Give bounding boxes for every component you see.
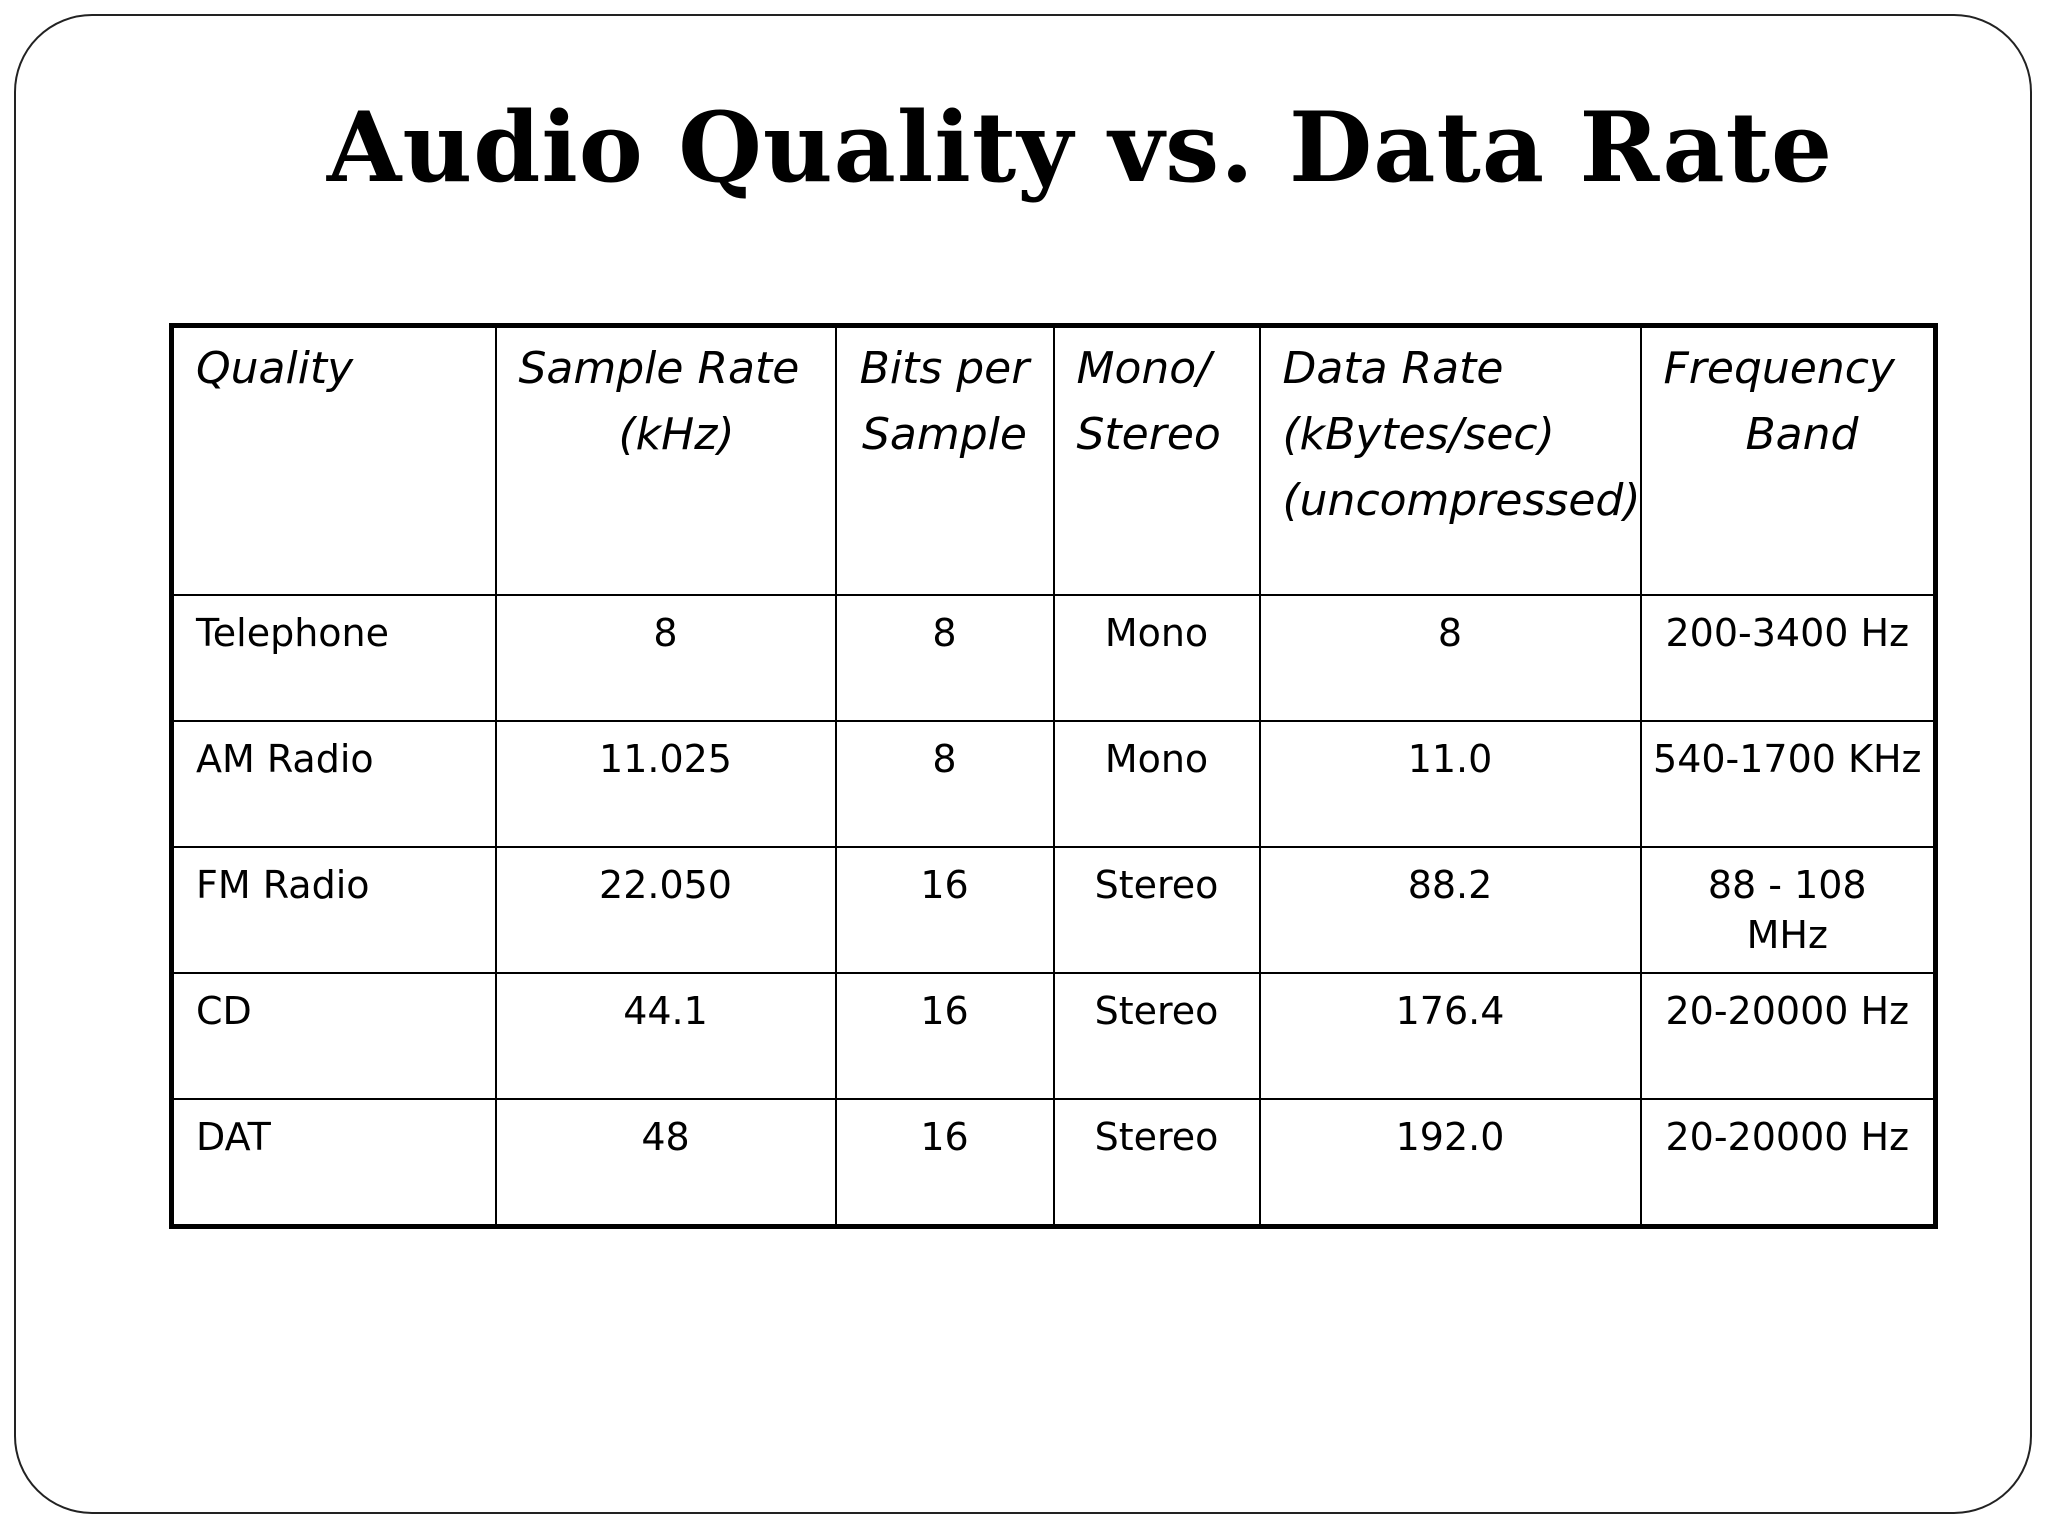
- header-line: Bits per: [859, 343, 1030, 394]
- cell-band: 200-3400 Hz: [1639, 594, 1937, 722]
- header-line: (uncompressed): [1282, 475, 1641, 526]
- cell-quality: Telephone: [170, 594, 497, 722]
- cell-sample-rate: 22.050: [494, 846, 837, 974]
- header-line: Stereo: [1076, 409, 1221, 460]
- slide-title: Audio Quality vs. Data Rate: [326, 91, 1834, 204]
- header-line: Sample Rate: [518, 343, 800, 394]
- table-header-row: Quality Sample Rate (kHz) Bits per Sampl…: [170, 324, 1937, 596]
- audio-quality-table: Quality Sample Rate (kHz) Bits per Sampl…: [169, 323, 1938, 1229]
- cell-band: 20-20000 Hz: [1639, 1098, 1937, 1228]
- table-row: CD 44.1 16 Stereo 176.4 20-20000 Hz: [170, 972, 1937, 1100]
- cell-channels: Mono: [1052, 720, 1261, 848]
- table-row: FM Radio 22.050 16 Stereo 88.2 88 - 108 …: [170, 846, 1937, 974]
- cell-sample-rate: 8: [494, 594, 837, 722]
- cell-band: 88 - 108 MHz: [1639, 846, 1937, 974]
- cell-channels: Mono: [1052, 594, 1261, 722]
- cell-bits: 8: [834, 594, 1055, 722]
- header-line: Quality: [196, 343, 354, 394]
- cell-quality: FM Radio: [170, 846, 497, 974]
- cell-data-rate: 192.0: [1258, 1098, 1642, 1228]
- cell-bits: 16: [834, 972, 1055, 1100]
- cell-sample-rate: 11.025: [494, 720, 837, 848]
- cell-quality: CD: [170, 972, 497, 1100]
- cell-data-rate: 88.2: [1258, 846, 1642, 974]
- cell-channels: Stereo: [1052, 1098, 1261, 1228]
- cell-data-rate: 176.4: [1258, 972, 1642, 1100]
- header-line: Sample: [862, 409, 1027, 460]
- header-line: (kBytes/sec): [1282, 409, 1555, 460]
- cell-bits: 16: [834, 846, 1055, 974]
- cell-quality: AM Radio: [170, 720, 497, 848]
- table-row: AM Radio 11.025 8 Mono 11.0 540-1700 KHz: [170, 720, 1937, 848]
- header-line: Data Rate: [1282, 343, 1504, 394]
- header-line: Frequency: [1663, 343, 1895, 394]
- cell-sample-rate: 48: [494, 1098, 837, 1228]
- header-frequency-band: Frequency Band: [1639, 324, 1937, 596]
- header-bits-per-sample: Bits per Sample: [834, 324, 1055, 596]
- table-row: Telephone 8 8 Mono 8 200-3400 Hz: [170, 594, 1937, 722]
- cell-bits: 8: [834, 720, 1055, 848]
- cell-sample-rate: 44.1: [494, 972, 837, 1100]
- cell-data-rate: 8: [1258, 594, 1642, 722]
- cell-band: 540-1700 KHz: [1639, 720, 1937, 848]
- cell-bits: 16: [834, 1098, 1055, 1228]
- table-row: DAT 48 16 Stereo 192.0 20-20000 Hz: [170, 1098, 1937, 1228]
- header-line: Band: [1745, 409, 1859, 460]
- header-sample-rate: Sample Rate (kHz): [494, 324, 837, 596]
- header-line: (kHz): [618, 409, 735, 460]
- header-quality: Quality: [170, 324, 497, 596]
- header-mono-stereo: Mono/ Stereo: [1052, 324, 1261, 596]
- header-line: Mono/: [1076, 343, 1212, 394]
- header-data-rate: Data Rate (kBytes/sec) (uncompressed): [1258, 324, 1642, 596]
- cell-quality: DAT: [170, 1098, 497, 1228]
- cell-channels: Stereo: [1052, 972, 1261, 1100]
- cell-band: 20-20000 Hz: [1639, 972, 1937, 1100]
- cell-data-rate: 11.0: [1258, 720, 1642, 848]
- cell-channels: Stereo: [1052, 846, 1261, 974]
